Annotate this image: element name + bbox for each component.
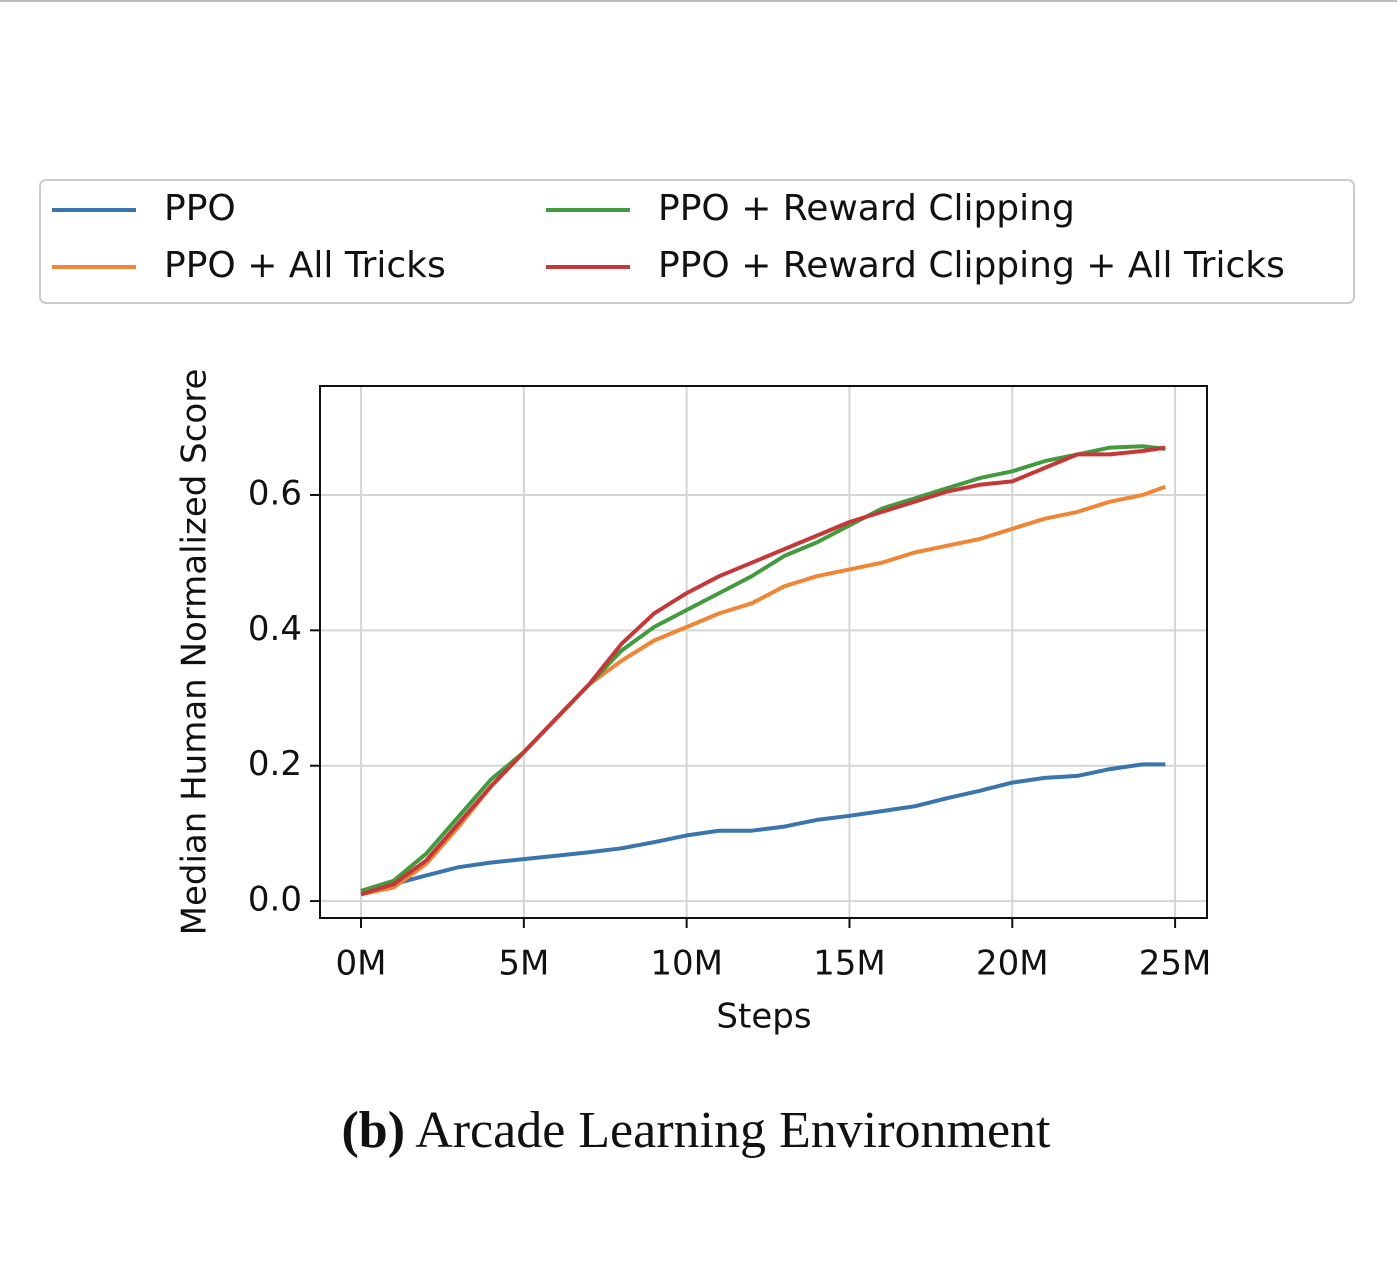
x-tick-label: 25M <box>1139 944 1212 984</box>
x-tick-label: 10M <box>650 944 723 984</box>
y-tick-label: 0.2 <box>248 744 302 784</box>
x-tick-label: 0M <box>336 944 387 984</box>
y-tick-label: 0.0 <box>248 880 302 920</box>
series-line <box>360 762 1166 893</box>
caption: (b) Arcade Learning Environment <box>341 1102 1051 1159</box>
legend-label: PPO + Reward Clipping <box>658 188 1075 229</box>
legend-box <box>39 179 1355 304</box>
x-axis-label: Steps <box>716 997 811 1037</box>
legend-label: PPO + All Tricks <box>164 245 446 286</box>
legend-label: PPO + Reward Clipping + All Tricks <box>658 245 1285 286</box>
series-line <box>360 445 1166 897</box>
x-tick-label: 15M <box>813 944 886 984</box>
x-tick-label: 5M <box>498 944 549 984</box>
x-tick-label: 20M <box>976 944 1049 984</box>
y-tick-label: 0.4 <box>248 609 302 649</box>
y-axis-label: Median Human Normalized Score <box>175 369 215 936</box>
legend-label: PPO <box>164 188 236 229</box>
series-line <box>360 484 1166 897</box>
caption-label: (b) <box>341 1102 405 1159</box>
y-tick-label: 0.6 <box>248 473 302 513</box>
plot-frame <box>319 385 1208 919</box>
series-line <box>360 444 1166 893</box>
caption-text: Arcade Learning Environment <box>415 1102 1051 1159</box>
